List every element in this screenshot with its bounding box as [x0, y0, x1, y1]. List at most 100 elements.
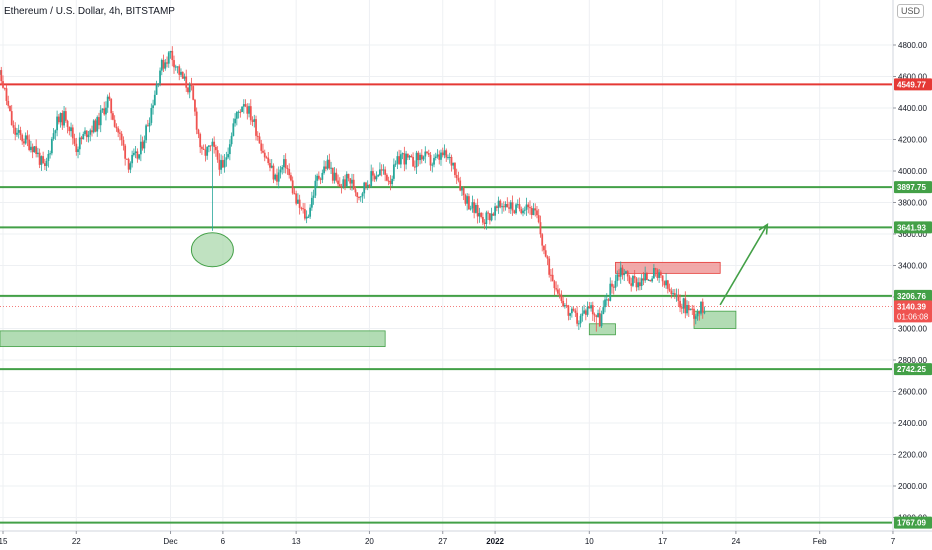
- level-price-tag[interactable]: [894, 221, 932, 234]
- level-price-tag[interactable]: [894, 78, 932, 91]
- resistance-zone[interactable]: [615, 261, 721, 274]
- time-axis[interactable]: 15 22 Dec 6 13 20 27 2022 10 17 24 Feb 7: [0, 530, 932, 550]
- candle-body-down: [352, 179, 355, 190]
- candle-body-up: [637, 282, 640, 288]
- candle-body-down: [511, 202, 514, 211]
- level-price-tag[interactable]: [894, 289, 932, 302]
- level-price-tag[interactable]: [894, 181, 932, 194]
- candle-body-up: [159, 70, 161, 84]
- candle-body-down: [338, 184, 341, 187]
- candle-body-down: [429, 154, 432, 166]
- candle-body-down: [551, 274, 554, 282]
- current-price-tag[interactable]: [894, 300, 932, 323]
- candle-body-down: [127, 159, 130, 170]
- candle-body-up: [466, 196, 469, 204]
- level-price-tag-label: 4549.77: [897, 80, 926, 89]
- candle-body-up: [375, 176, 378, 180]
- candle-body-up: [401, 153, 404, 155]
- candle-body-down: [251, 120, 254, 122]
- candle-body-down: [112, 113, 114, 120]
- candle-body-up: [609, 283, 612, 301]
- candle-body-down: [502, 206, 505, 208]
- candle-body-down: [181, 71, 184, 79]
- candle-body-down: [103, 108, 106, 115]
- candle-body-up: [419, 154, 421, 161]
- annotations[interactable]: [190, 222, 769, 306]
- candle-body-down: [202, 148, 205, 150]
- candle-body-up: [234, 118, 236, 124]
- price-tick-label: 4800.00: [898, 41, 927, 50]
- candle-body-down: [80, 137, 83, 140]
- currency-button[interactable]: USD: [896, 4, 924, 18]
- candle-body-up: [600, 314, 603, 327]
- candle-body-down: [195, 111, 198, 130]
- candle-body-down: [576, 312, 579, 324]
- candle-body-up: [279, 169, 282, 173]
- candle-body-down: [607, 299, 610, 301]
- candle-body-down: [119, 132, 121, 134]
- candle-body-down: [639, 282, 641, 287]
- candle-body-up: [485, 212, 488, 224]
- candle-body-down: [593, 314, 596, 316]
- level-price-tag[interactable]: [894, 516, 932, 529]
- candle-body-down: [492, 213, 495, 216]
- candle-body-up: [563, 305, 566, 307]
- candle-body-down: [670, 290, 673, 295]
- candle-body-up: [40, 156, 43, 165]
- candle-body-down: [403, 153, 406, 165]
- candle-body-down: [663, 281, 666, 286]
- candle-body-down: [574, 310, 577, 313]
- wick-highlight-ellipse[interactable]: [190, 232, 234, 268]
- candle-body-up: [17, 130, 20, 133]
- candle-body-up: [581, 313, 584, 316]
- candle-body-down: [57, 116, 60, 123]
- candle-body-up: [176, 66, 179, 68]
- support-zone[interactable]: [0, 330, 386, 348]
- candle-body-down: [201, 147, 203, 149]
- candle-body-down: [290, 175, 292, 181]
- candle-body-down: [185, 76, 188, 88]
- candle-body-down: [319, 178, 322, 180]
- candle-body-down: [173, 60, 175, 68]
- candle-body-up: [632, 276, 634, 286]
- projection-arrow[interactable]: [719, 224, 769, 306]
- current-price-label: 3140.39: [897, 302, 926, 311]
- candle-body-up: [33, 146, 36, 153]
- candle-body-up: [242, 104, 245, 107]
- candle-body-down: [216, 150, 219, 160]
- candle-body-up: [220, 160, 223, 170]
- level-price-tag[interactable]: [894, 363, 932, 376]
- candle-body-down: [262, 150, 264, 153]
- candle-body-down: [701, 301, 704, 313]
- support-zone[interactable]: [693, 310, 737, 329]
- candle-body-down: [249, 106, 252, 121]
- candle-body-down: [288, 169, 291, 176]
- horizontal-levels[interactable]: [0, 83, 892, 524]
- candle-body-down: [668, 288, 671, 291]
- candle-body-up: [619, 267, 622, 277]
- candle-body-up: [309, 207, 312, 217]
- candle-body-down: [412, 157, 414, 167]
- candle-body-down: [68, 126, 71, 132]
- candle-body-up: [431, 164, 434, 166]
- candle-body-up: [392, 164, 395, 179]
- candle-body-down: [598, 313, 601, 327]
- candle-body-up: [330, 167, 332, 169]
- candle-body-down: [356, 192, 359, 197]
- candle-body-down: [125, 158, 128, 160]
- candle-body-up: [106, 96, 109, 108]
- candle-body-down: [518, 204, 521, 210]
- candle-body-down: [555, 288, 558, 290]
- candle-body-down: [347, 173, 350, 179]
- candle-body-up: [310, 197, 313, 208]
- candle-body-up: [434, 156, 437, 159]
- candle-body-down: [621, 267, 624, 276]
- level-price-tag-label: 2742.25: [897, 365, 926, 374]
- candle-body-up: [461, 187, 463, 191]
- candle-body-up: [152, 105, 154, 108]
- candle-body-down: [194, 99, 196, 112]
- price-tick-label: 2000.00: [898, 482, 927, 491]
- price-axis[interactable]: 1800.002000.002200.002400.002600.002800.…: [892, 0, 932, 531]
